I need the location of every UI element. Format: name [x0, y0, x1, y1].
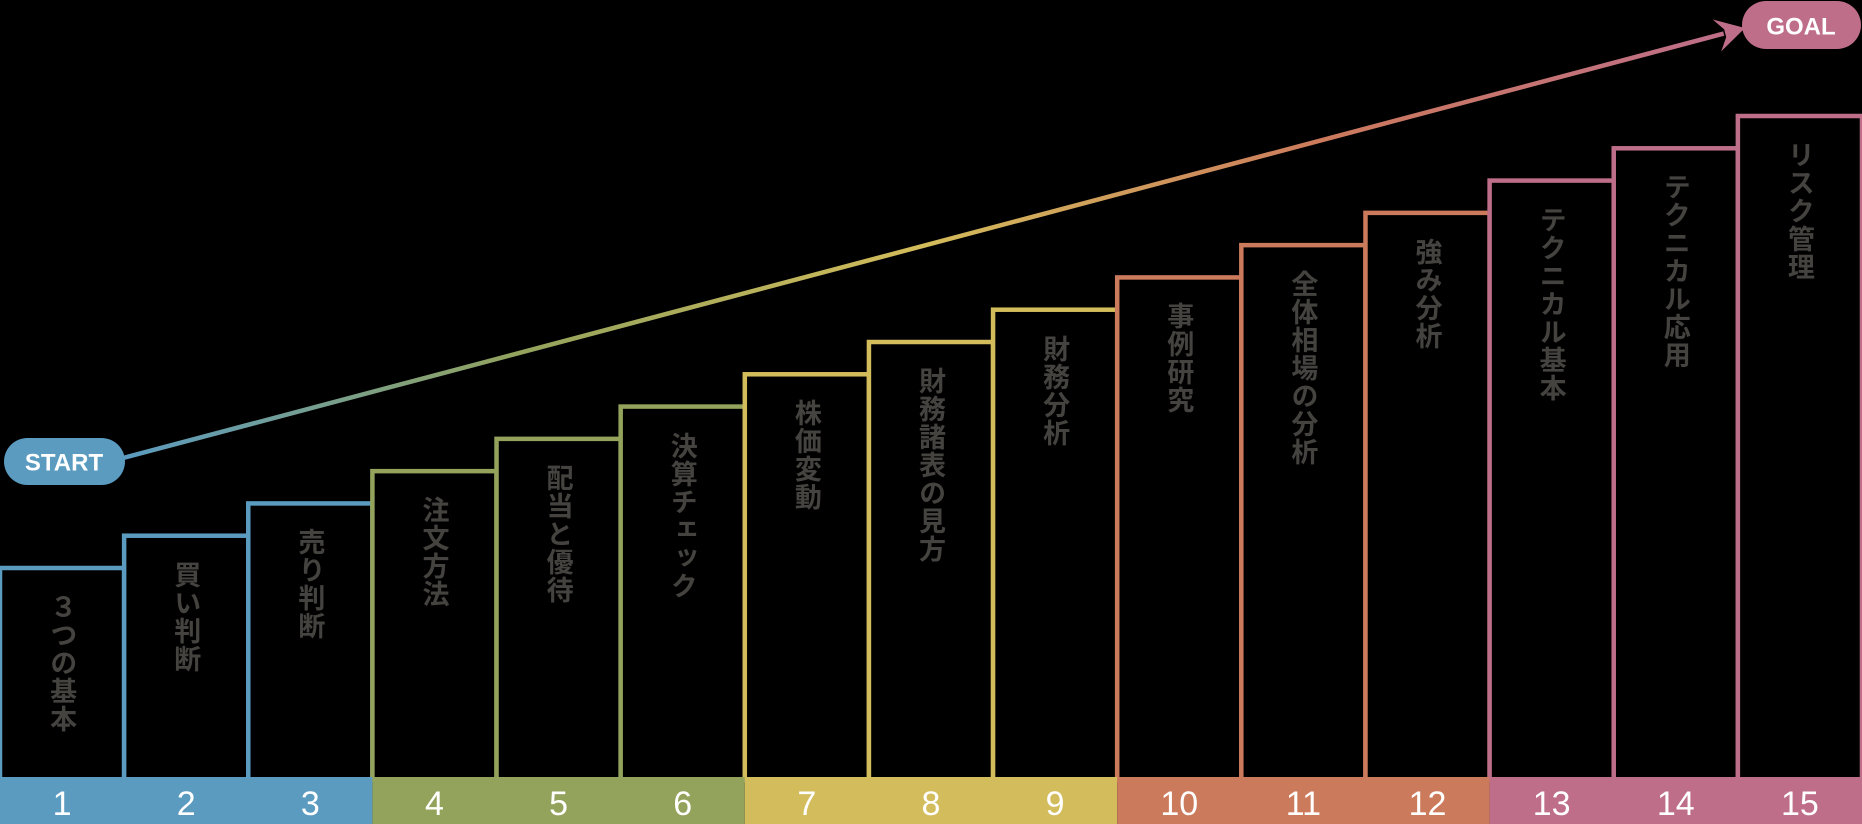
- svg-text:14: 14: [1657, 785, 1695, 823]
- svg-text:13: 13: [1533, 785, 1571, 823]
- svg-text:3: 3: [301, 785, 320, 823]
- svg-text:4: 4: [425, 785, 444, 823]
- svg-text:7: 7: [797, 785, 816, 823]
- svg-text:11: 11: [1286, 785, 1321, 823]
- svg-text:6: 6: [673, 785, 692, 823]
- svg-text:8: 8: [922, 785, 941, 823]
- svg-text:1: 1: [53, 785, 72, 823]
- svg-text:GOAL: GOAL: [1766, 14, 1835, 41]
- svg-text:5: 5: [549, 785, 568, 823]
- svg-text:15: 15: [1781, 785, 1819, 823]
- svg-text:START: START: [25, 450, 104, 477]
- svg-text:12: 12: [1409, 785, 1447, 823]
- svg-text:2: 2: [177, 785, 196, 823]
- svg-text:10: 10: [1160, 785, 1198, 823]
- svg-text:9: 9: [1046, 785, 1065, 823]
